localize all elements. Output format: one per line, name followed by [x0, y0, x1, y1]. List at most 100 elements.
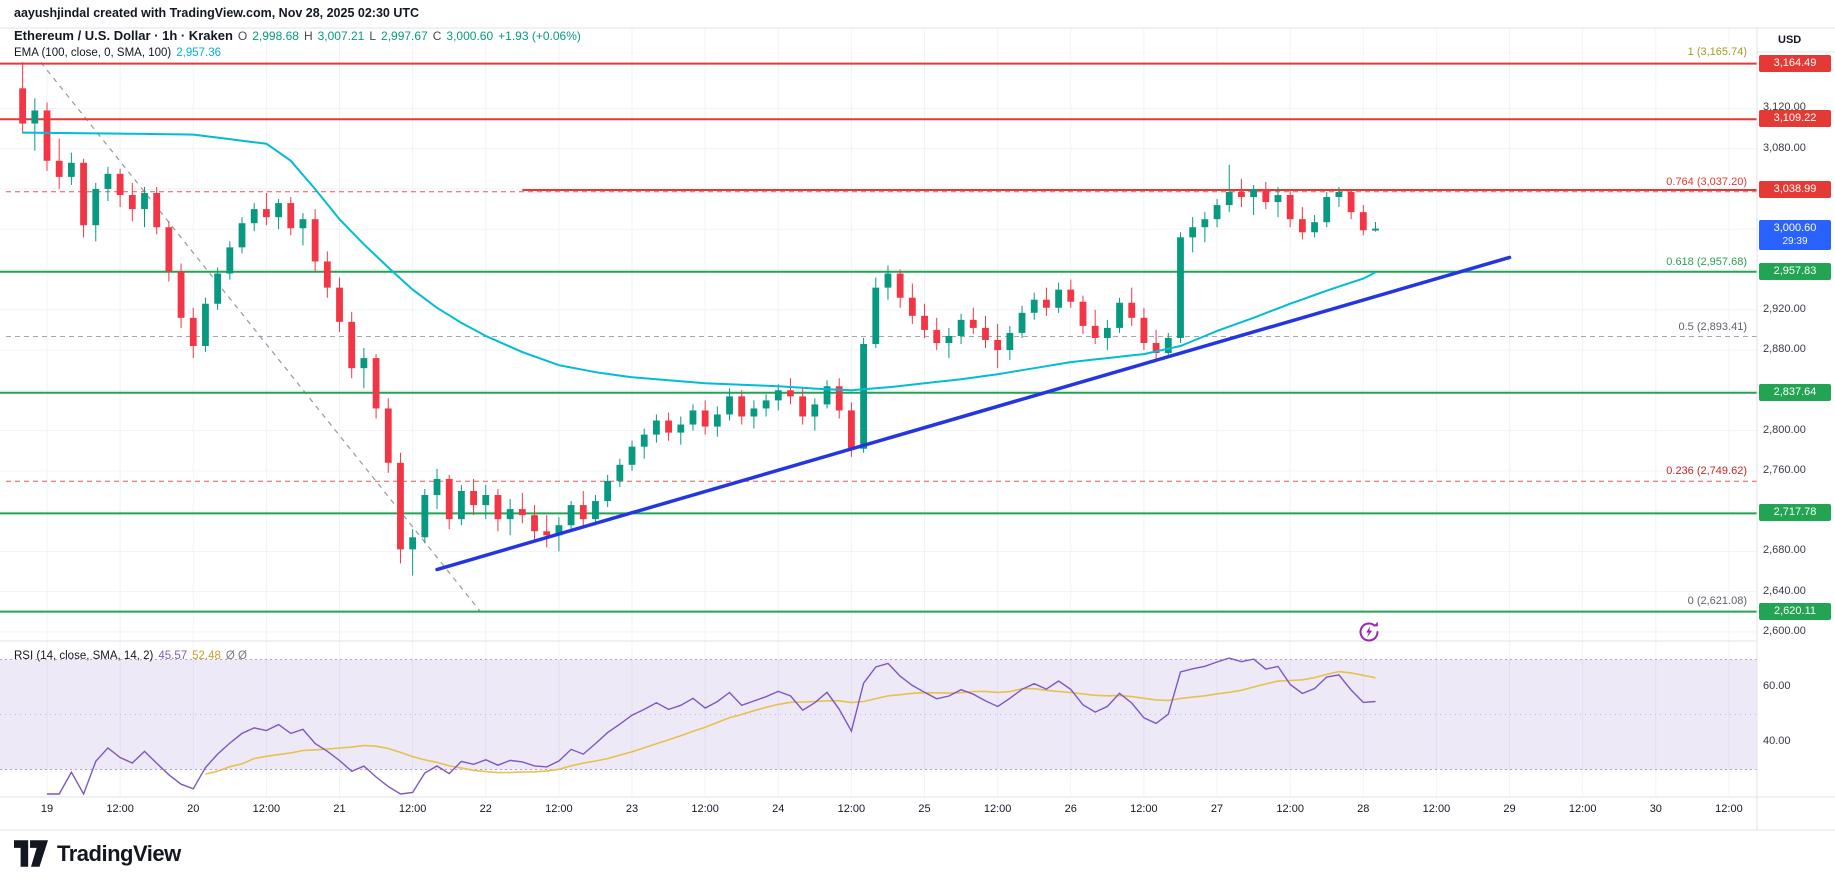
- candle: [1043, 287, 1050, 316]
- candle: [1359, 205, 1367, 236]
- rsi-status-row[interactable]: RSI (14, close, SMA, 14, 2) 45.57 52.48 …: [14, 650, 247, 662]
- candle: [275, 199, 282, 230]
- candle: [823, 380, 831, 409]
- rsi-line[interactable]: [47, 657, 1376, 796]
- candle: [726, 388, 733, 421]
- candle: [177, 263, 185, 328]
- candle: [1189, 217, 1197, 253]
- refresh-lightning-icon[interactable]: [1356, 619, 1382, 645]
- candle: [921, 303, 928, 338]
- candle: [43, 102, 51, 171]
- candle: [774, 384, 782, 411]
- ema-label: EMA (100, close, 0, SMA, 100): [14, 47, 172, 59]
- low-label: L: [369, 29, 377, 43]
- candle: [945, 327, 953, 359]
- tradingview-logo-icon: [14, 840, 48, 867]
- symbol-status-row[interactable]: Ethereum / U.S. Dollar · 1h · Kraken O 2,…: [14, 28, 581, 43]
- overlay-lines: [22, 131, 1512, 572]
- open-label: O: [237, 29, 248, 43]
- candle: [604, 474, 612, 508]
- candle: [677, 416, 685, 445]
- price-change: +1.93 (+0.06%): [498, 29, 581, 43]
- candle: [214, 267, 222, 310]
- candle: [238, 217, 246, 254]
- candle: [811, 398, 819, 431]
- open-value: 2,998.68: [252, 29, 299, 43]
- low-value: 2,997.67: [381, 29, 428, 43]
- candle: [299, 213, 307, 246]
- candle: [202, 297, 209, 353]
- candle: [1177, 232, 1184, 344]
- candle: [55, 138, 63, 189]
- candle: [189, 307, 197, 359]
- candle: [1116, 297, 1123, 333]
- candle: [1238, 178, 1245, 208]
- candle: [701, 400, 709, 435]
- candle: [1079, 295, 1087, 334]
- candle: [348, 311, 356, 379]
- candle: [1067, 279, 1075, 308]
- candle: [1323, 191, 1331, 228]
- candle: [592, 495, 599, 526]
- rsi-label: RSI (14, close, SMA, 14, 2): [14, 650, 154, 662]
- candle: [1030, 292, 1038, 320]
- candle: [750, 400, 758, 429]
- candle: [141, 186, 148, 228]
- candle: [1128, 287, 1136, 326]
- candle: [482, 484, 490, 520]
- candle: [653, 414, 660, 443]
- symbol-title[interactable]: Ethereum / U.S. Dollar · 1h · Kraken: [14, 28, 233, 43]
- candle: [128, 182, 136, 222]
- candle: [835, 378, 843, 419]
- candle: [872, 277, 880, 349]
- candle: [1103, 319, 1111, 351]
- rsi-ma-value: 52.48: [192, 650, 221, 662]
- tradingview-logo[interactable]: TradingView: [14, 840, 181, 867]
- candlestick-series: [19, 62, 1379, 576]
- tradingview-logo-text: TradingView: [57, 840, 181, 866]
- candle: [884, 265, 892, 300]
- rsi-ma-line[interactable]: [205, 670, 1376, 775]
- candle: [433, 468, 441, 510]
- trend-line[interactable]: [435, 255, 1512, 572]
- candle: [92, 182, 100, 242]
- candle: [518, 493, 526, 524]
- attribution-text: aayushjindal created with TradingView.co…: [14, 6, 420, 20]
- candle: [665, 412, 672, 441]
- candle: [506, 499, 514, 536]
- rsi-band: [0, 659, 1757, 770]
- candle: [31, 98, 39, 151]
- candle: [908, 283, 916, 324]
- candle: [1091, 309, 1099, 345]
- candle: [67, 152, 75, 185]
- candle: [1152, 329, 1160, 363]
- candle: [640, 428, 648, 459]
- candle: [1055, 282, 1063, 313]
- candle: [323, 251, 331, 298]
- candle: [1250, 184, 1258, 216]
- ema-line[interactable]: [22, 131, 1376, 392]
- candle: [1274, 186, 1282, 218]
- candle: [579, 490, 587, 528]
- ema-value: 2,957.36: [176, 47, 222, 59]
- ema-status-row[interactable]: EMA (100, close, 0, SMA, 100) 2,957.36: [14, 47, 221, 59]
- candle: [982, 315, 989, 349]
- rsi-extra-values: Ø Ø: [225, 650, 247, 662]
- candle: [250, 203, 258, 232]
- candle: [360, 348, 368, 389]
- candle: [311, 209, 319, 272]
- rsi-value: 45.57: [158, 650, 188, 662]
- currency-label: USD: [1778, 34, 1802, 46]
- candle: [153, 186, 161, 235]
- candle: [762, 394, 770, 417]
- candle: [397, 452, 404, 564]
- candle: [1213, 199, 1221, 228]
- candle: [787, 378, 794, 405]
- candle: [445, 474, 453, 530]
- candle: [1201, 212, 1209, 243]
- candle: [567, 501, 575, 532]
- candle: [957, 313, 965, 345]
- candle: [470, 478, 477, 516]
